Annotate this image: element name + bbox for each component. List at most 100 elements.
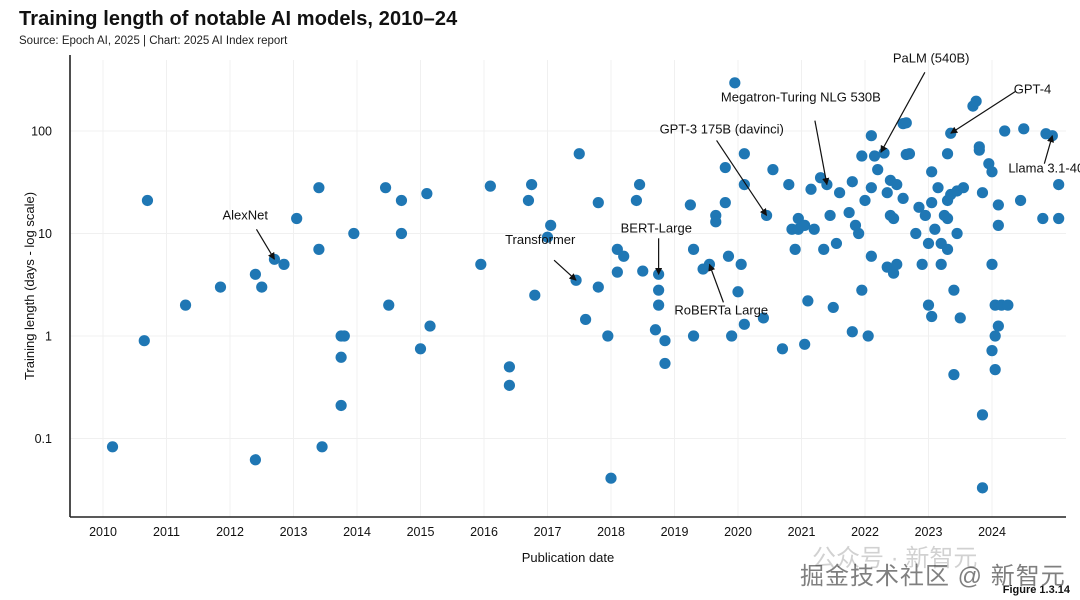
data-point — [830, 237, 843, 250]
data-point — [941, 148, 954, 160]
data-point — [900, 117, 912, 129]
data-point — [503, 379, 515, 391]
data-point — [106, 441, 119, 453]
y-tick-label: 10 — [38, 227, 52, 241]
annotation-label: Megatron-Turing NLG 530B — [721, 90, 881, 105]
data-point — [141, 194, 154, 207]
x-tick-label: 2017 — [534, 525, 562, 539]
x-tick-label: 2010 — [89, 525, 117, 539]
x-tick-label: 2020 — [724, 525, 752, 539]
data-point — [976, 409, 989, 421]
data-point — [138, 335, 150, 347]
data-point — [986, 166, 998, 178]
data-point — [630, 194, 643, 207]
data-point — [179, 299, 192, 311]
data-point — [954, 312, 966, 324]
data-point — [834, 187, 846, 199]
data-point — [687, 243, 700, 255]
x-tick-label: 2021 — [788, 525, 816, 539]
data-point — [1002, 299, 1014, 311]
data-point — [738, 178, 750, 191]
data-point — [1037, 212, 1049, 225]
data-point — [1053, 178, 1065, 191]
x-tick-label: 2014 — [343, 525, 371, 539]
data-point — [992, 219, 1004, 231]
data-point — [926, 166, 938, 178]
x-tick-label: 2018 — [597, 525, 625, 539]
data-point — [802, 295, 814, 307]
data-point — [824, 209, 836, 222]
data-point — [395, 227, 408, 240]
x-tick-label: 2024 — [978, 525, 1006, 539]
chart-title: Training length of notable AI models, 20… — [19, 8, 458, 30]
data-point — [379, 182, 392, 194]
data-point — [799, 338, 811, 350]
data-point — [808, 223, 820, 235]
data-point — [605, 472, 617, 484]
data-point — [846, 326, 858, 338]
data-point — [526, 178, 538, 191]
data-point — [649, 324, 662, 336]
annotation-label: Llama 3.1-405B — [1008, 161, 1080, 176]
annotation-label: GPT-3 175B (davinci) — [660, 121, 784, 136]
data-point — [573, 148, 585, 160]
watermark-juejin: 掘金技术社区 @ 新智元 — [800, 563, 1066, 590]
annotation-label: GPT-4 — [1014, 81, 1052, 96]
annotation-label: BERT-Large — [621, 220, 692, 235]
x-tick-label: 2019 — [661, 525, 689, 539]
data-points — [106, 77, 1065, 494]
data-point — [903, 148, 916, 160]
data-point — [957, 182, 970, 194]
data-point — [738, 318, 750, 330]
annotations: AlexNet Transformer BERT-Large RoBERTa Larg… — [222, 50, 1080, 317]
data-point — [986, 345, 998, 357]
data-point — [887, 267, 900, 279]
data-point — [291, 212, 303, 225]
x-tick-label: 2016 — [470, 525, 498, 539]
data-point — [684, 199, 696, 211]
data-point — [878, 147, 890, 159]
annotation-arrow — [950, 90, 1017, 134]
data-point — [941, 212, 954, 225]
data-point — [653, 299, 665, 311]
data-point — [897, 192, 909, 205]
data-point — [729, 77, 741, 89]
data-point — [214, 281, 227, 293]
data-point — [687, 330, 700, 342]
data-point — [735, 258, 747, 270]
x-tick-label: 2013 — [280, 525, 308, 539]
data-point — [818, 243, 830, 255]
data-point — [659, 357, 671, 370]
annotation-arrow — [255, 229, 275, 260]
x-tick-label: 2012 — [216, 525, 244, 539]
data-point — [989, 364, 1001, 376]
data-point — [414, 343, 427, 355]
data-point — [633, 178, 646, 191]
annotation-arrow — [553, 259, 577, 281]
data-point — [776, 343, 789, 355]
data-point — [859, 194, 871, 207]
data-point — [249, 454, 261, 466]
annotation-label: Transformer — [505, 232, 576, 247]
x-axis-label: Publication date — [522, 550, 615, 565]
data-point — [865, 250, 877, 262]
data-point — [891, 258, 903, 270]
x-tick-label: 2015 — [407, 525, 435, 539]
data-point — [989, 330, 1001, 342]
data-point — [475, 258, 487, 270]
data-point — [992, 320, 1004, 332]
data-point — [865, 182, 877, 194]
annotation-arrow — [708, 263, 724, 303]
data-point — [338, 330, 350, 342]
data-point — [843, 206, 855, 219]
data-point — [1046, 130, 1058, 142]
data-point — [767, 164, 779, 176]
x-tick-label: 2011 — [153, 525, 180, 539]
data-point — [726, 330, 738, 342]
data-point — [970, 95, 982, 107]
data-point — [503, 361, 515, 373]
data-point — [335, 399, 347, 412]
annotation-arrow — [880, 71, 926, 153]
data-point — [421, 188, 433, 200]
data-point — [999, 125, 1011, 137]
